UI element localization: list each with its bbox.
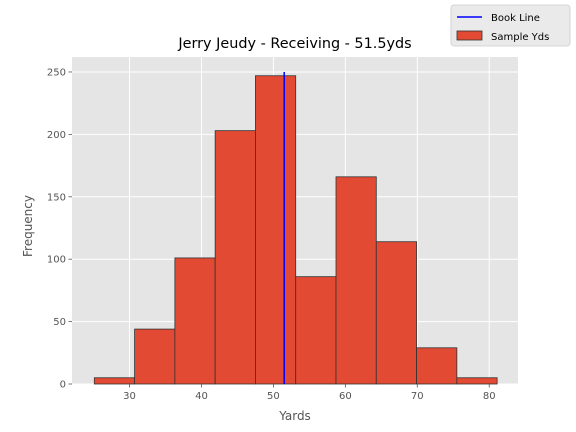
x-tick-label: 40 bbox=[195, 391, 208, 402]
chart-title: Jerry Jeudy - Receiving - 51.5yds bbox=[177, 36, 411, 52]
y-tick-label: 250 bbox=[47, 67, 66, 78]
y-axis-ticks: 0 50 100 150 200 250 bbox=[47, 67, 72, 391]
histogram-bar bbox=[134, 328, 176, 385]
y-tick-label: 50 bbox=[53, 317, 66, 328]
x-tick-label: 50 bbox=[267, 391, 280, 402]
x-tick-label: 80 bbox=[483, 391, 496, 402]
histogram-bars bbox=[93, 75, 498, 385]
y-tick-label: 0 bbox=[60, 380, 66, 391]
histogram-bar bbox=[255, 75, 297, 385]
y-axis-label: Frequency bbox=[21, 195, 35, 257]
histogram-bar bbox=[416, 347, 458, 385]
legend-sample-yds-label: Sample Yds bbox=[491, 32, 549, 43]
histogram-bar bbox=[295, 276, 337, 385]
legend-sample-yds-swatch bbox=[456, 30, 483, 41]
x-axis-ticks: 30 40 50 60 70 80 bbox=[123, 384, 496, 402]
histogram-bar bbox=[375, 241, 417, 385]
x-tick-label: 30 bbox=[123, 391, 136, 402]
x-tick-label: 60 bbox=[339, 391, 352, 402]
legend: Book Line Sample Yds bbox=[450, 4, 571, 47]
histogram-bar bbox=[174, 257, 216, 385]
y-tick-label: 150 bbox=[47, 192, 66, 203]
y-tick-label: 100 bbox=[47, 255, 66, 266]
x-tick-label: 70 bbox=[411, 391, 424, 402]
x-axis-label: Yards bbox=[278, 409, 311, 423]
histogram-bar bbox=[214, 130, 256, 385]
histogram-bar bbox=[93, 377, 135, 385]
legend-book-line-label: Book Line bbox=[491, 13, 540, 24]
histogram-bar bbox=[335, 176, 377, 385]
histogram-bar bbox=[456, 377, 498, 385]
y-tick-label: 200 bbox=[47, 130, 66, 141]
